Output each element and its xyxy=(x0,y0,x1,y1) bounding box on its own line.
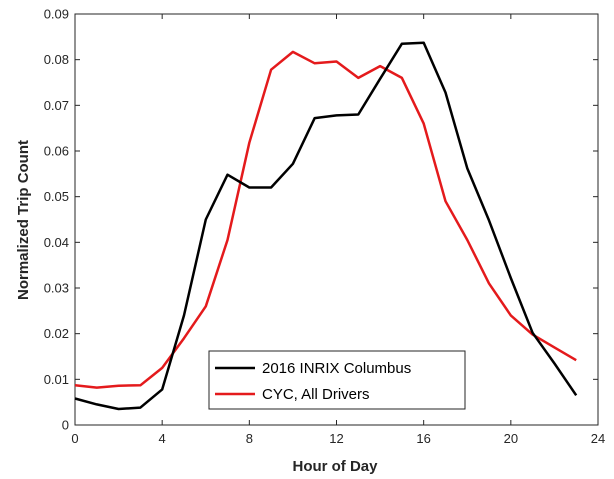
x-tick-label: 0 xyxy=(71,431,78,446)
y-tick-label: 0.03 xyxy=(44,281,69,296)
x-tick-label: 4 xyxy=(159,431,166,446)
y-tick-label: 0.04 xyxy=(44,235,69,250)
series-line-cyc xyxy=(74,50,577,389)
legend-label-cyc: CYC, All Drivers xyxy=(262,386,370,403)
x-tick-label: 24 xyxy=(591,431,605,446)
y-tick-label: 0.02 xyxy=(44,326,69,341)
y-tick-label: 0 xyxy=(62,418,69,433)
legend-label-inrix: 2016 INRIX Columbus xyxy=(262,360,411,377)
series-lines xyxy=(74,41,578,411)
x-tick-label: 16 xyxy=(416,431,430,446)
y-tick-label: 0.01 xyxy=(44,372,69,387)
x-tick-label: 8 xyxy=(246,431,253,446)
x-tick-label: 12 xyxy=(329,431,343,446)
series-line-inrix xyxy=(74,41,578,411)
x-tick-label: 20 xyxy=(504,431,518,446)
y-tick-label: 0.08 xyxy=(44,52,69,67)
y-axis-title: Normalized Trip Count xyxy=(15,140,32,300)
y-tick-label: 0.09 xyxy=(44,7,69,22)
x-axis-ticks: 0 4 8 12 16 20 24 xyxy=(71,14,605,446)
y-axis-ticks: 0 0.01 0.02 0.03 0.04 0.05 0.06 0.07 0.08 0.09 xyxy=(44,7,598,433)
x-axis-title: Hour of Day xyxy=(292,458,378,475)
y-tick-label: 0.05 xyxy=(44,189,69,204)
legend: 2016 INRIX Columbus CYC, All Drivers xyxy=(208,350,466,410)
y-tick-label: 0.06 xyxy=(44,144,69,159)
legend-box xyxy=(208,350,466,410)
y-tick-label: 0.07 xyxy=(44,98,69,113)
